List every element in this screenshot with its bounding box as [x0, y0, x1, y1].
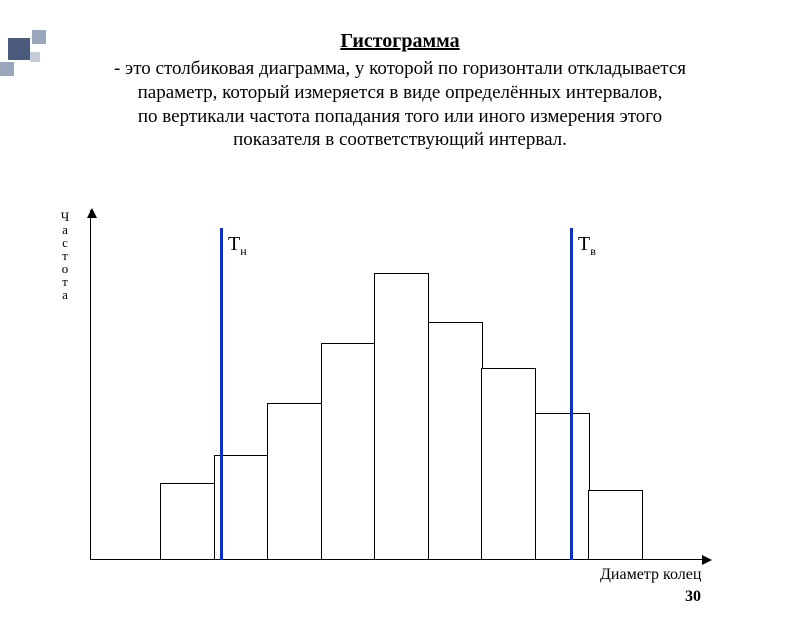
- x-axis-label: Диаметр колец: [600, 566, 701, 584]
- histogram-bar: [481, 368, 536, 561]
- slide-number: 30: [685, 588, 701, 606]
- deco-square: [0, 62, 14, 76]
- y-axis: [90, 210, 91, 560]
- histogram-bar: [374, 273, 429, 560]
- histogram-bar: [588, 490, 643, 560]
- histogram-bar: [535, 413, 590, 560]
- description: - это столбиковая диаграмма, у которой п…: [20, 57, 780, 152]
- histogram-bar: [321, 343, 376, 560]
- tolerance-line-upper: [570, 228, 573, 561]
- histogram-bar: [428, 322, 483, 560]
- tolerance-line-lower: [220, 228, 223, 561]
- y-axis-label: Частота: [60, 210, 70, 301]
- page-title: Гистограмма: [0, 30, 800, 53]
- histogram-bar: [267, 403, 322, 561]
- deco-square: [8, 38, 30, 60]
- x-axis-arrow-icon: [702, 555, 712, 565]
- y-axis-arrow-icon: [87, 208, 97, 218]
- histogram-bar: [160, 483, 215, 560]
- deco-square: [30, 52, 40, 62]
- histogram-chart: Тн Тв: [90, 210, 710, 560]
- tolerance-label-lower: Тн: [228, 233, 247, 259]
- tolerance-label-upper: Тв: [578, 233, 596, 259]
- deco-square: [32, 30, 46, 44]
